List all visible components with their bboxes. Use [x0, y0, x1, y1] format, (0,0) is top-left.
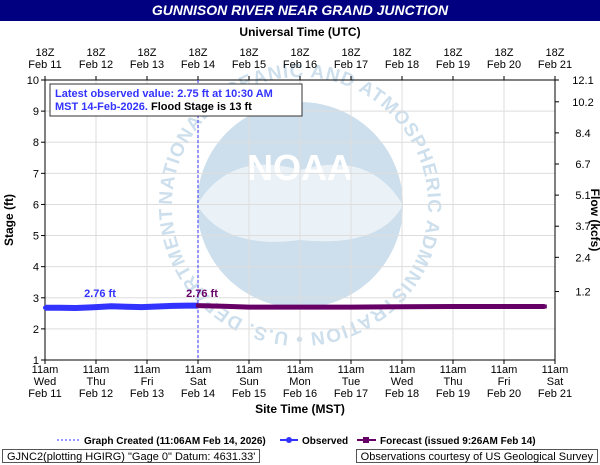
forecast-point: [451, 304, 455, 309]
info-box-date: MST 14-Feb-2026.: [55, 101, 148, 113]
y2-tick-label: 2.4: [575, 252, 590, 264]
noaa-logo-watermark: NOAA NATIONAL OCEANIC AND ATMOSPHERIC AD…: [0, 0, 443, 349]
y-tick-label: 4: [33, 262, 39, 274]
forecast-point: [349, 305, 353, 310]
forecast-point: [502, 304, 506, 309]
footer-datum: GJNC2(plotting HGIRG) "Gage 0" Datum: 46…: [2, 449, 261, 463]
y2-tick-label: 6.7: [575, 159, 590, 171]
legend: Graph Created (11:06AM Feb 14, 2026) Obs…: [57, 436, 536, 447]
observed-point: [58, 305, 63, 310]
top-axis-title: Universal Time (UTC): [239, 25, 360, 39]
x-tick-label: 11am Thu Feb 19: [436, 364, 470, 400]
y2-tick-label: 3.7: [575, 221, 590, 233]
y-tick-label: 8: [33, 137, 39, 149]
observed-point: [170, 303, 175, 308]
bottom-axis-title: Site Time (MST): [255, 402, 345, 416]
y-tick-label: 9: [33, 106, 39, 118]
info-box-line2: MST 14-Feb-2026. Flood Stage is 13 ft: [55, 101, 252, 113]
y-tick-label: 10: [27, 75, 39, 87]
top-tick-label: 18Z Feb 20: [487, 47, 521, 71]
y-tick-label: 5: [33, 231, 39, 243]
x-tick-label: 11am Sat Feb 21: [538, 364, 572, 400]
legend-forecast-label: Forecast (issued 9:26AM Feb 14): [380, 436, 536, 447]
y2-tick-label: 10.2: [572, 97, 593, 109]
top-tick-label: 18Z Feb 11: [28, 47, 61, 71]
y2-tick-label: 5.1: [575, 190, 590, 202]
top-tick-label: 18Z Feb 12: [79, 47, 113, 71]
right-axis: 12.1 10.2 8.4 6.7 5.1 3.7 2.4 1.2: [555, 75, 594, 299]
series-layer: 2.76 ft 2.76 ft: [43, 80, 547, 360]
forecast-point: [221, 304, 226, 309]
legend-observed-label: Observed: [302, 436, 348, 447]
forecast-point: [400, 304, 404, 309]
observed-point: [185, 303, 190, 308]
y-tick-label: 7: [33, 168, 39, 180]
y-tick-label: 1: [33, 355, 39, 367]
top-axis: 18Z Feb 11 18Z Feb 12 18Z Feb 13 18Z Feb 14 18Z F…: [28, 47, 572, 80]
observed-point: [43, 305, 47, 310]
y-tick-label: 6: [33, 199, 39, 211]
x-tick-label: 11am Thu Feb 12: [79, 364, 113, 400]
x-tick-label: 11am Tue Feb 17: [334, 364, 368, 400]
right-axis-title: Flow (kcfs): [588, 189, 600, 252]
forecast-point: [196, 303, 200, 308]
forecast-point: [247, 305, 251, 310]
series-line-observed: [45, 302, 198, 311]
forecast-point: [542, 304, 547, 309]
chart-title: GUNNISON RIVER NEAR GRAND JUNCTION: [151, 2, 449, 18]
x-tick-label: 11am Fri Feb 20: [487, 364, 521, 400]
footer-attribution: Observations courtesy of US Geological S…: [355, 449, 598, 463]
info-box-flood: Flood Stage is 13 ft: [148, 101, 252, 113]
x-tick-label: 11am Fri Feb 13: [130, 364, 164, 400]
observed-point: [73, 306, 78, 311]
top-tick-label: 18Z Feb 21: [538, 47, 572, 71]
left-axis: 1 2 3 4 5 6 7 8 9 10: [27, 75, 45, 367]
data-label-forecast: 2.76 ft: [186, 288, 218, 300]
y-tick-label: 2: [33, 324, 39, 336]
top-tick-label: 18Z Feb 13: [130, 47, 164, 71]
info-box: Latest observed value: 2.75 ft at 10:30 …: [49, 83, 303, 117]
bottom-axis: 11am Wed Feb 11 11am Thu Feb 12 11am Fri Feb 13 1…: [28, 360, 572, 400]
top-tick-label: 18Z Feb 18: [385, 47, 419, 71]
top-tick-label: 18Z Feb 14: [181, 47, 215, 71]
left-axis-title: Stage (ft): [2, 194, 16, 246]
top-tick-label: 18Z Feb 16: [283, 47, 317, 71]
top-tick-label: 18Z Feb 19: [436, 47, 470, 71]
observed-point: [88, 305, 93, 310]
top-tick-label: 18Z Feb 15: [232, 47, 266, 71]
legend-graph-created-label: Graph Created (11:06AM Feb 14, 2026): [84, 436, 266, 447]
y2-tick-label: 12.1: [572, 75, 593, 87]
x-tick-label: 11am Mon Feb 16: [283, 364, 317, 400]
top-tick-label: 18Z Feb 17: [334, 47, 368, 71]
y-tick-label: 3: [33, 293, 39, 305]
title-bar: GUNNISON RIVER NEAR GRAND JUNCTION: [0, 0, 600, 21]
observed-point: [124, 304, 129, 309]
forecast-point: [298, 305, 302, 310]
observed-point: [94, 305, 98, 310]
chart-grid: [44, 79, 556, 361]
info-box-line1: Latest observed value: 2.75 ft at 10:30 …: [55, 88, 273, 100]
x-tick-label: 11am Sat Feb 14: [181, 364, 215, 400]
legend-forecast-marker: [363, 437, 369, 443]
observed-point: [109, 304, 114, 309]
x-tick-label: 11am Sun Feb 15: [232, 364, 266, 400]
x-tick-label: 11am Wed Feb 18: [385, 364, 419, 400]
y2-tick-label: 1.2: [575, 287, 590, 299]
observed-point: [139, 305, 144, 310]
x-tick-label: 11am Wed Feb 11: [28, 364, 61, 400]
y2-tick-label: 8.4: [575, 128, 590, 140]
observed-point: [155, 304, 160, 309]
legend-observed-marker: [286, 437, 292, 443]
data-label-observed: 2.76 ft: [84, 288, 116, 300]
